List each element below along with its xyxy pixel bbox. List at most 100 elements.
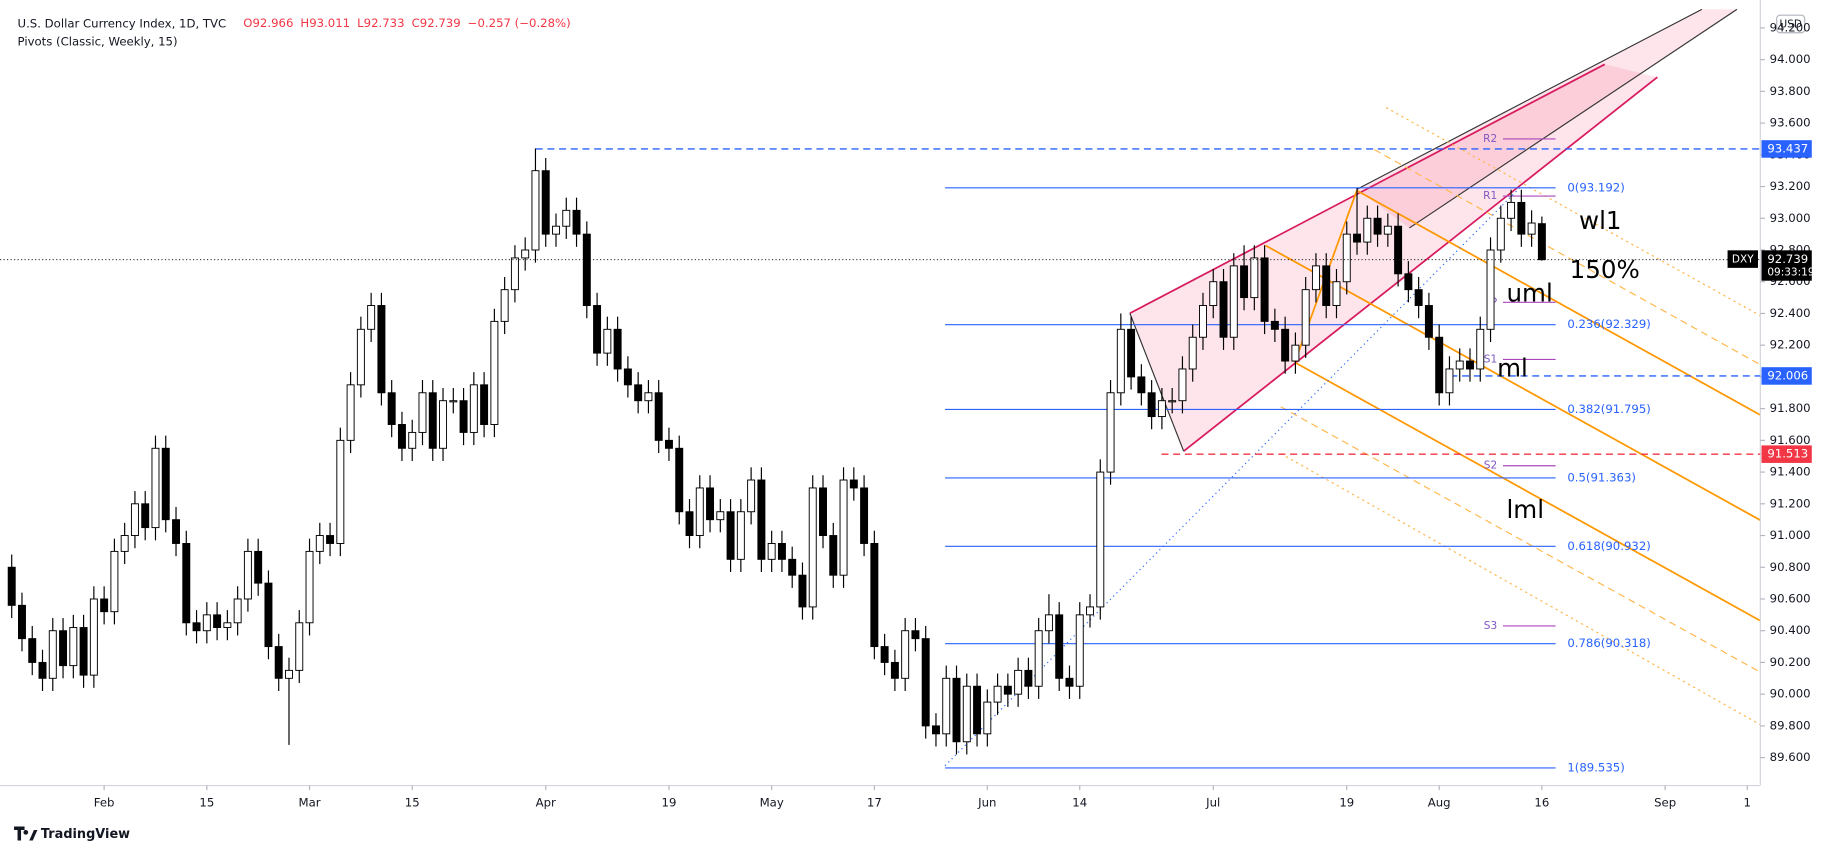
y-tick-label: 89.600 <box>1770 750 1811 764</box>
candle-body <box>1127 328 1136 378</box>
candle-body <box>1168 400 1177 403</box>
candle-body <box>233 598 242 624</box>
price-label-box <box>1761 140 1812 158</box>
fib-label: 0.5(91.363) <box>1567 470 1636 484</box>
y-tick-label: 90.000 <box>1770 687 1811 701</box>
fib-label: 0(93.192) <box>1567 180 1624 194</box>
candle-body <box>675 447 684 513</box>
candle-body <box>428 392 437 449</box>
drawings <box>944 8 1761 767</box>
candle-body <box>685 511 694 537</box>
candle-body <box>747 479 756 513</box>
ohlc-legend: O92.966 H93.011 L92.733 C92.739 −0.257 (−0.2… <box>243 16 570 30</box>
candle-body <box>849 479 858 489</box>
candle-body <box>28 638 37 663</box>
price-label: 91.513 <box>1767 447 1808 461</box>
candle-body <box>172 519 180 544</box>
candle-body <box>1383 225 1392 235</box>
candle-body <box>603 328 612 354</box>
candle-body <box>110 550 119 613</box>
candle-body <box>1486 249 1495 330</box>
candle-body <box>901 630 910 679</box>
candle-body <box>819 487 827 537</box>
candle-body <box>100 598 109 613</box>
candle-body <box>1466 360 1474 370</box>
y-tick-label: 91.800 <box>1770 401 1811 415</box>
candle-body <box>541 170 550 235</box>
candle-body <box>7 566 16 606</box>
pivot-label: S3 <box>1484 620 1497 632</box>
pivot-label: S2 <box>1484 460 1497 472</box>
candle-body <box>336 439 345 544</box>
y-tick-label: 94.200 <box>1770 20 1811 34</box>
candle-body <box>18 604 26 640</box>
candle-body <box>736 511 745 560</box>
candle-body <box>860 487 869 544</box>
x-tick-label: May <box>760 796 784 810</box>
x-tick-label: 15 <box>199 796 214 810</box>
candle-body <box>644 392 653 402</box>
candle-body <box>69 627 78 667</box>
legend-value: L92.733 <box>357 16 404 30</box>
candle-body <box>89 598 98 676</box>
candle-body <box>213 614 222 629</box>
candle-body <box>1055 614 1064 679</box>
candle-body <box>1229 265 1238 338</box>
y-tick-label: 93.000 <box>1770 211 1811 225</box>
candle-body <box>1199 305 1207 338</box>
chart-title: U.S. Dollar Currency Index, 1D, TVC <box>18 16 227 30</box>
candle-body <box>397 424 406 449</box>
candle-body <box>1311 265 1320 291</box>
candle-body <box>387 392 396 425</box>
candle-body <box>192 622 201 632</box>
y-tick-label: 90.800 <box>1770 560 1811 574</box>
countdown: 09:33:19 <box>1767 267 1814 279</box>
candle-body <box>1404 273 1413 291</box>
currency: USD <box>1779 19 1801 31</box>
candle-body <box>459 400 468 433</box>
candle-body <box>141 503 150 529</box>
candle-body <box>562 209 571 227</box>
candle-body <box>1517 201 1526 235</box>
candle-body <box>1445 368 1454 394</box>
candle-body <box>521 249 530 259</box>
logo-icon <box>14 826 38 841</box>
candle-body <box>223 622 232 629</box>
x-tick-label: 15 <box>405 796 420 810</box>
candle-body <box>634 384 643 402</box>
candle-body <box>1353 233 1362 243</box>
candle-body <box>1363 217 1372 243</box>
candle-body <box>1188 336 1197 370</box>
candle-body <box>315 535 324 552</box>
candle-body <box>1394 225 1403 275</box>
candle-body <box>1332 281 1341 306</box>
x-tick-label: 14 <box>1072 796 1087 810</box>
candle-body <box>1137 376 1146 394</box>
candle-body <box>346 384 355 441</box>
x-tick-label: 19 <box>662 796 677 810</box>
candle-body <box>1270 320 1279 330</box>
candle-body <box>716 511 725 521</box>
candle-body <box>130 503 139 537</box>
y-tick-label: 91.200 <box>1770 496 1811 510</box>
candle-body <box>1281 328 1290 362</box>
y-tick-label: 93.800 <box>1770 84 1811 98</box>
candle-body <box>664 439 673 449</box>
candle-body <box>295 622 304 671</box>
pivot-label: S1 <box>1484 353 1497 365</box>
candle-body <box>767 543 776 560</box>
candle-body <box>613 328 622 370</box>
candle-body <box>839 479 848 576</box>
candle-body <box>1342 233 1351 283</box>
candle-body <box>572 209 581 235</box>
candle-body <box>1034 630 1043 687</box>
x-tick-label: Jul <box>1205 796 1220 810</box>
candle-body <box>1096 471 1105 608</box>
candle-body <box>726 511 735 560</box>
price-label: 93.437 <box>1767 141 1808 155</box>
candle-body <box>973 685 982 735</box>
candle-body <box>274 646 283 679</box>
candle-body <box>254 550 263 584</box>
candle-body <box>439 400 448 449</box>
candle-body <box>510 257 519 291</box>
